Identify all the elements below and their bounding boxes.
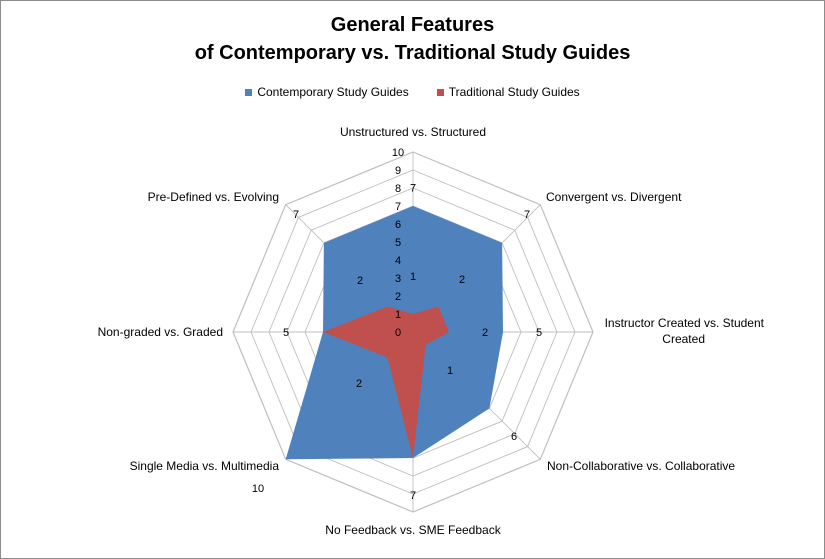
axis-label-4: No Feedback vs. SME Feedback bbox=[325, 523, 501, 537]
data-label-contemporary-5: 10 bbox=[252, 483, 264, 495]
data-label-contemporary-0: 7 bbox=[410, 183, 416, 195]
legend-swatch-traditional bbox=[436, 88, 444, 96]
data-label-contemporary-7: 7 bbox=[293, 209, 299, 221]
chart-title-line-1: General Features bbox=[330, 14, 495, 36]
axis-label-0: Unstructured vs. Structured bbox=[340, 125, 486, 139]
tick-label-9: 9 bbox=[395, 165, 401, 177]
axis-label-7: Pre-Defined vs. Evolving bbox=[148, 190, 279, 204]
data-label-contemporary-1: 7 bbox=[524, 209, 530, 221]
data-label-contemporary-2: 5 bbox=[536, 327, 542, 339]
data-label-traditional-2: 2 bbox=[482, 327, 488, 339]
chart-title: General Features of Contemporary vs. Tra… bbox=[1, 11, 824, 67]
data-label-traditional-3: 1 bbox=[447, 365, 453, 377]
data-label-traditional-5: 2 bbox=[356, 378, 362, 390]
tick-label-1: 1 bbox=[395, 309, 401, 321]
legend-label-traditional: Traditional Study Guides bbox=[448, 85, 580, 99]
tick-label-10: 10 bbox=[392, 147, 404, 159]
chart-legend: Contemporary Study Guides Traditional St… bbox=[1, 85, 824, 99]
tick-label-0: 0 bbox=[395, 327, 401, 339]
axis-label-2: Instructor Created vs. Student Created bbox=[605, 316, 765, 346]
axis-label-6: Non-graded vs. Graded bbox=[98, 325, 223, 339]
data-label-contemporary-4: 7 bbox=[410, 490, 416, 502]
tick-label-2: 2 bbox=[395, 291, 401, 303]
axis-label-3: Non-Collaborative vs. Collaborative bbox=[547, 459, 735, 473]
legend-label-contemporary: Contemporary Study Guides bbox=[257, 85, 409, 99]
tick-label-5: 5 bbox=[395, 237, 401, 249]
tick-label-8: 8 bbox=[395, 183, 401, 195]
legend-item-contemporary: Contemporary Study Guides bbox=[245, 85, 409, 99]
axis-label-5: Single Media vs. Multimedia bbox=[130, 459, 280, 473]
data-label-contemporary-6: 5 bbox=[283, 327, 289, 339]
tick-label-4: 4 bbox=[395, 255, 401, 267]
data-label-traditional-7: 2 bbox=[357, 275, 363, 287]
data-label-contemporary-3: 6 bbox=[511, 431, 517, 443]
data-label-traditional-1: 2 bbox=[459, 274, 465, 286]
data-label-traditional-0: 1 bbox=[410, 271, 416, 283]
legend-item-traditional: Traditional Study Guides bbox=[436, 85, 580, 99]
tick-label-6: 6 bbox=[395, 219, 401, 231]
tick-label-3: 3 bbox=[395, 273, 401, 285]
chart-title-line-2: of Contemporary vs. Traditional Study Gu… bbox=[194, 42, 631, 64]
legend-swatch-contemporary bbox=[245, 88, 253, 96]
series-area-traditional bbox=[323, 306, 449, 458]
tick-label-7: 7 bbox=[395, 201, 401, 213]
axis-label-1: Convergent vs. Divergent bbox=[546, 190, 682, 204]
